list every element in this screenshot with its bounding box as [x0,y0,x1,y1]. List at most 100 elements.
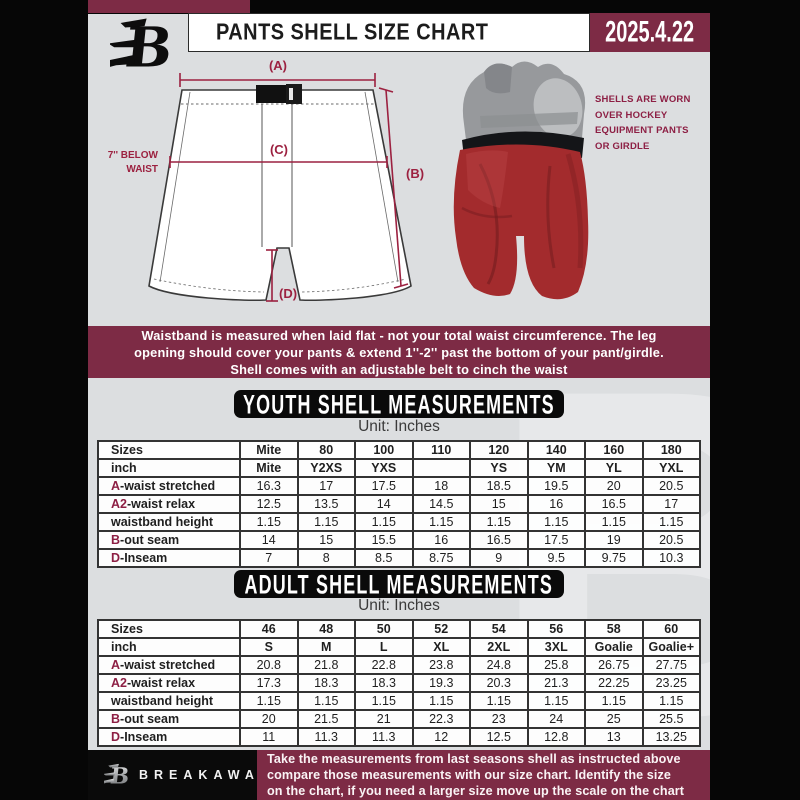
table-row: waistband height 1.15 1.15 1.15 1.15 1.15 1.15… [97,691,701,711]
shell-worn-note-line: EQUIPMENT PANTS [595,125,689,137]
table-row: A2-waist relax 12.5 13.5 14 14.5 15 16 16.5 17 [97,494,701,514]
table-cell: 9 [469,548,529,568]
table-cell: 7 [239,548,299,568]
row-label: Sizes [97,619,241,639]
table-cell: 23.8 [411,655,471,675]
youth-unit-label: Unit: Inches [358,418,440,435]
table-cell: 60 [641,619,701,639]
table-cell: 19 [584,530,644,550]
table-cell: 16.5 [584,494,644,514]
measure-line-d [266,249,278,302]
table-cell: 1.15 [526,512,586,532]
table-cell: 80 [296,440,356,460]
table-row: A-waist stretched 20.8 21.8 22.8 23.8 24.8 25.… [97,655,701,675]
shorts-outline [148,89,412,302]
row-label: inch [97,458,241,478]
notice-line: Waistband is measured when laid flat - n… [141,327,657,343]
table-row: Sizes Mite 80 100 110 120 140 160 180 [97,440,701,460]
table-cell: 1.15 [239,691,299,711]
below-waist-note-line2: WAIST [126,164,158,175]
table-cell: 25.8 [526,655,586,675]
table-cell: 16.5 [469,530,529,550]
measure-letter: B [111,712,121,726]
table-cell: 46 [239,619,299,639]
footer-instruction-line: compare those measurements with our size… [267,767,672,782]
table-cell: 21.3 [526,673,586,693]
table-cell: 17.5 [526,530,586,550]
hockey-pants-photo [453,61,589,300]
table-cell: 1.15 [641,512,701,532]
row-label: waistband height [97,512,241,532]
table-cell: 19.5 [526,476,586,496]
measure-label-a: (A) [269,58,287,73]
shell-worn-note-line: OVER HOCKEY [595,109,668,121]
table-cell: 19.3 [411,673,471,693]
table-cell: 56 [526,619,586,639]
shell-worn-note: SHELLS ARE WORN OVER HOCKEY EQUIPMENT PA… [595,92,710,155]
table-cell: 20 [584,476,644,496]
row-label: A-waist stretched [97,476,241,496]
footer-bar: B BREAKAWAY Take the measurements from l… [88,750,710,800]
youth-section-heading: YOUTH SHELL MEASUREMENTS [234,388,564,419]
breakaway-monogram-icon: B [110,16,174,80]
measure-letter: D [111,730,121,744]
table-cell: 25 [584,709,644,729]
table-cell: 1.15 [411,512,471,532]
table-cell: 120 [469,440,529,460]
table-cell: 17.5 [354,476,414,496]
table-cell: 14 [354,494,414,514]
table-row: A2-waist relax 17.3 18.3 18.3 19.3 20.3 21.3 22… [97,673,701,693]
table-cell: 13 [584,727,644,747]
table-cell: 11.3 [296,727,356,747]
row-label: A-waist stretched [97,655,241,675]
table-cell: Goalie+ [641,637,701,657]
table-cell: 1.15 [469,512,529,532]
table-cell: 12.5 [469,727,529,747]
table-cell: 18 [411,476,471,496]
row-label: A2-waist relax [97,673,241,693]
footer-brand: B BREAKAWAY [104,750,273,800]
footer-instruction-line: Take the measurements from last seasons … [267,751,681,766]
table-cell: 1.15 [584,512,644,532]
measure-letter: A2 [111,676,127,690]
table-row: B-out seam 20 21.5 21 22.3 23 24 25 25.5 [97,709,701,729]
table-cell: 23 [469,709,529,729]
measure-letter: A [111,479,121,493]
table-cell: 12 [411,727,471,747]
table-cell: 25.5 [641,709,701,729]
table-row: Sizes 46 48 50 52 54 56 58 60 [97,619,701,639]
table-cell: Y2XS [296,458,356,478]
table-cell: 160 [584,440,644,460]
table-cell: 17.3 [239,673,299,693]
table-cell: YXL [641,458,701,478]
table-cell: 8.75 [411,548,471,568]
table-cell: 13.5 [296,494,356,514]
adult-size-table: Sizes 46 48 50 52 54 56 58 60 inch S M L XL 2XL 3XL Goal… [97,619,701,747]
table-row: inch Mite Y2XS YXS YS YM YL YXL [97,458,701,478]
table-cell: XL [411,637,471,657]
title-bar: PANTS SHELL SIZE CHART [188,13,590,52]
shorts-measurement-diagram: (A) (B) (C) (D) 7'' BELOW WAIST [108,58,424,302]
table-cell: 9.5 [526,548,586,568]
table-cell: Goalie [584,637,644,657]
table-cell: 1.15 [239,512,299,532]
table-row: waistband height 1.15 1.15 1.15 1.15 1.15 1.15… [97,512,701,532]
table-cell: 24 [526,709,586,729]
table-cell: 11 [239,727,299,747]
table-row: B-out seam 14 15 15.5 16 16.5 17.5 19 20.5 [97,530,701,550]
measure-letter: A2 [111,497,127,511]
date-text: 2025.4.22 [605,15,695,49]
table-cell: 18.3 [354,673,414,693]
table-cell: 22.3 [411,709,471,729]
table-cell: 1.15 [296,512,356,532]
table-cell: YS [469,458,529,478]
table-cell: 1.15 [584,691,644,711]
notice-line: Shell comes with an adjustable belt to c… [230,361,568,377]
table-cell: 15 [469,494,529,514]
table-cell: 13.25 [641,727,701,747]
notice-line: opening should cover your pants & extend… [134,344,664,360]
table-cell: YM [526,458,586,478]
table-cell: L [354,637,414,657]
table-row: D-Inseam 7 8 8.5 8.75 9 9.5 9.75 10.3 [97,548,701,568]
